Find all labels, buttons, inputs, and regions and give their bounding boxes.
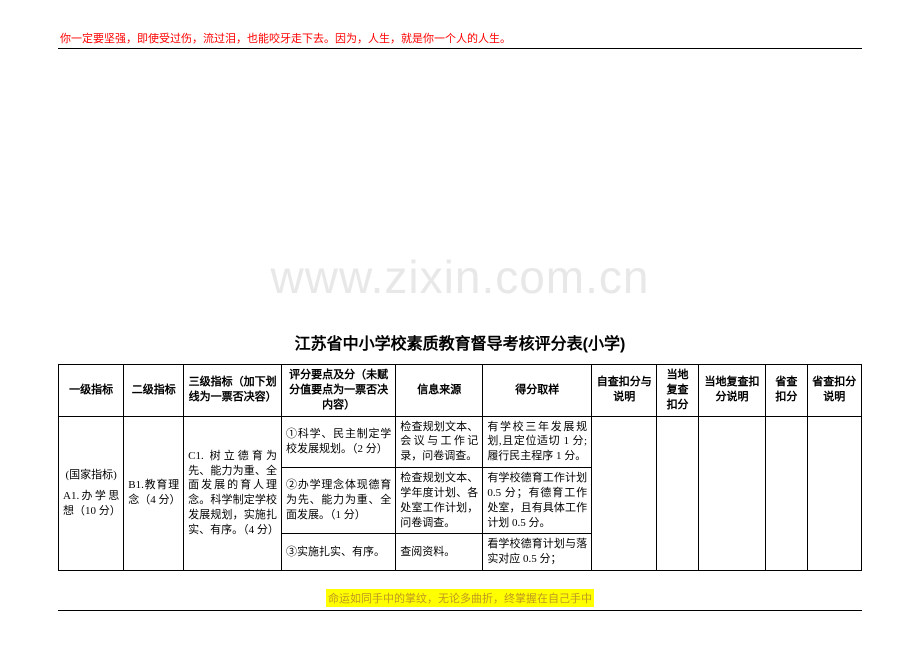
th-sample: 得分取样 xyxy=(483,365,592,417)
th-self: 自查扣分与说明 xyxy=(592,365,657,417)
cell-p2: ②办学理念体现德育为先、能力为重、全面发展。（1 分） xyxy=(282,468,396,534)
cell-d1: 有学校三年发展规划,且定位适切 1 分;履行民主程序 1 分。 xyxy=(483,416,592,468)
a1-text: A1.办学思想（10 分） xyxy=(63,489,119,519)
bottom-rule xyxy=(58,610,862,611)
cell-p1: ①科学、民主制定学校发展规划。（2 分） xyxy=(282,416,396,468)
cell-s2: 检查规划文本、学年度计划、各处室工作计划，问卷调查。 xyxy=(396,468,483,534)
th-level2: 二级指标 xyxy=(124,365,184,417)
th-prov-explain: 省查扣分说明 xyxy=(807,365,861,417)
table-header-row: 一级指标 二级指标 三级指标（加下划线为一票否决容） 评分要点及分（未赋分值要点… xyxy=(59,365,862,417)
top-quote: 你一定要坚强，即使受过伤，流过泪，也能咬牙走下去。因为，人生，就是你一个人的人生… xyxy=(60,30,511,46)
th-prov-deduct: 省查扣分 xyxy=(766,365,807,417)
th-level3: 三级指标（加下划线为一票否决容） xyxy=(184,365,282,417)
th-local-deduct: 当地复查扣分 xyxy=(657,365,698,417)
top-rule xyxy=(58,48,862,49)
cell-b1: B1.教育理念（4 分） xyxy=(124,416,184,571)
table-row: (国家指标) A1.办学思想（10 分） B1.教育理念（4 分） C1. 树立… xyxy=(59,416,862,468)
cell-prov-deduct xyxy=(766,416,807,571)
cell-d3: 看学校德育计划与落实对应 0.5 分； xyxy=(483,534,592,571)
cell-p3: ③实施扎实、有序。 xyxy=(282,534,396,571)
cell-a1: (国家指标) A1.办学思想（10 分） xyxy=(59,416,124,571)
a1-label: (国家指标) xyxy=(63,468,119,483)
th-source: 信息来源 xyxy=(396,365,483,417)
main-content: 江苏省中小学校素质教育督导考核评分表(小学) 一级指标 二级指标 三级指标（加下… xyxy=(58,330,862,571)
th-local-explain: 当地复查扣分说明 xyxy=(698,365,765,417)
th-points: 评分要点及分（未赋分值要点为一票否决内容） xyxy=(282,365,396,417)
th-level1: 一级指标 xyxy=(59,365,124,417)
cell-self xyxy=(592,416,657,571)
cell-prov-explain xyxy=(807,416,861,571)
bottom-quote: 命运如同手中的掌纹，无论多曲折，终掌握在自己手中 xyxy=(326,589,594,607)
page-title: 江苏省中小学校素质教育督导考核评分表(小学) xyxy=(58,330,862,354)
score-table: 一级指标 二级指标 三级指标（加下划线为一票否决容） 评分要点及分（未赋分值要点… xyxy=(58,364,862,571)
cell-local-deduct xyxy=(657,416,698,571)
watermark: www.zixin.com.cn xyxy=(271,250,650,304)
cell-s3: 查阅资料。 xyxy=(396,534,483,571)
cell-s1: 检查规划文本、会议与工作记录，问卷调查。 xyxy=(396,416,483,468)
cell-c1: C1. 树立德育为先、能力为重、全面发展的育人理念。科学制定学校发展规划，实施扎… xyxy=(184,416,282,571)
cell-d2: 有学校德育工作计划 0.5 分；有德育工作处室，且有具体工作计划 0.5 分。 xyxy=(483,468,592,534)
cell-local-explain xyxy=(698,416,765,571)
